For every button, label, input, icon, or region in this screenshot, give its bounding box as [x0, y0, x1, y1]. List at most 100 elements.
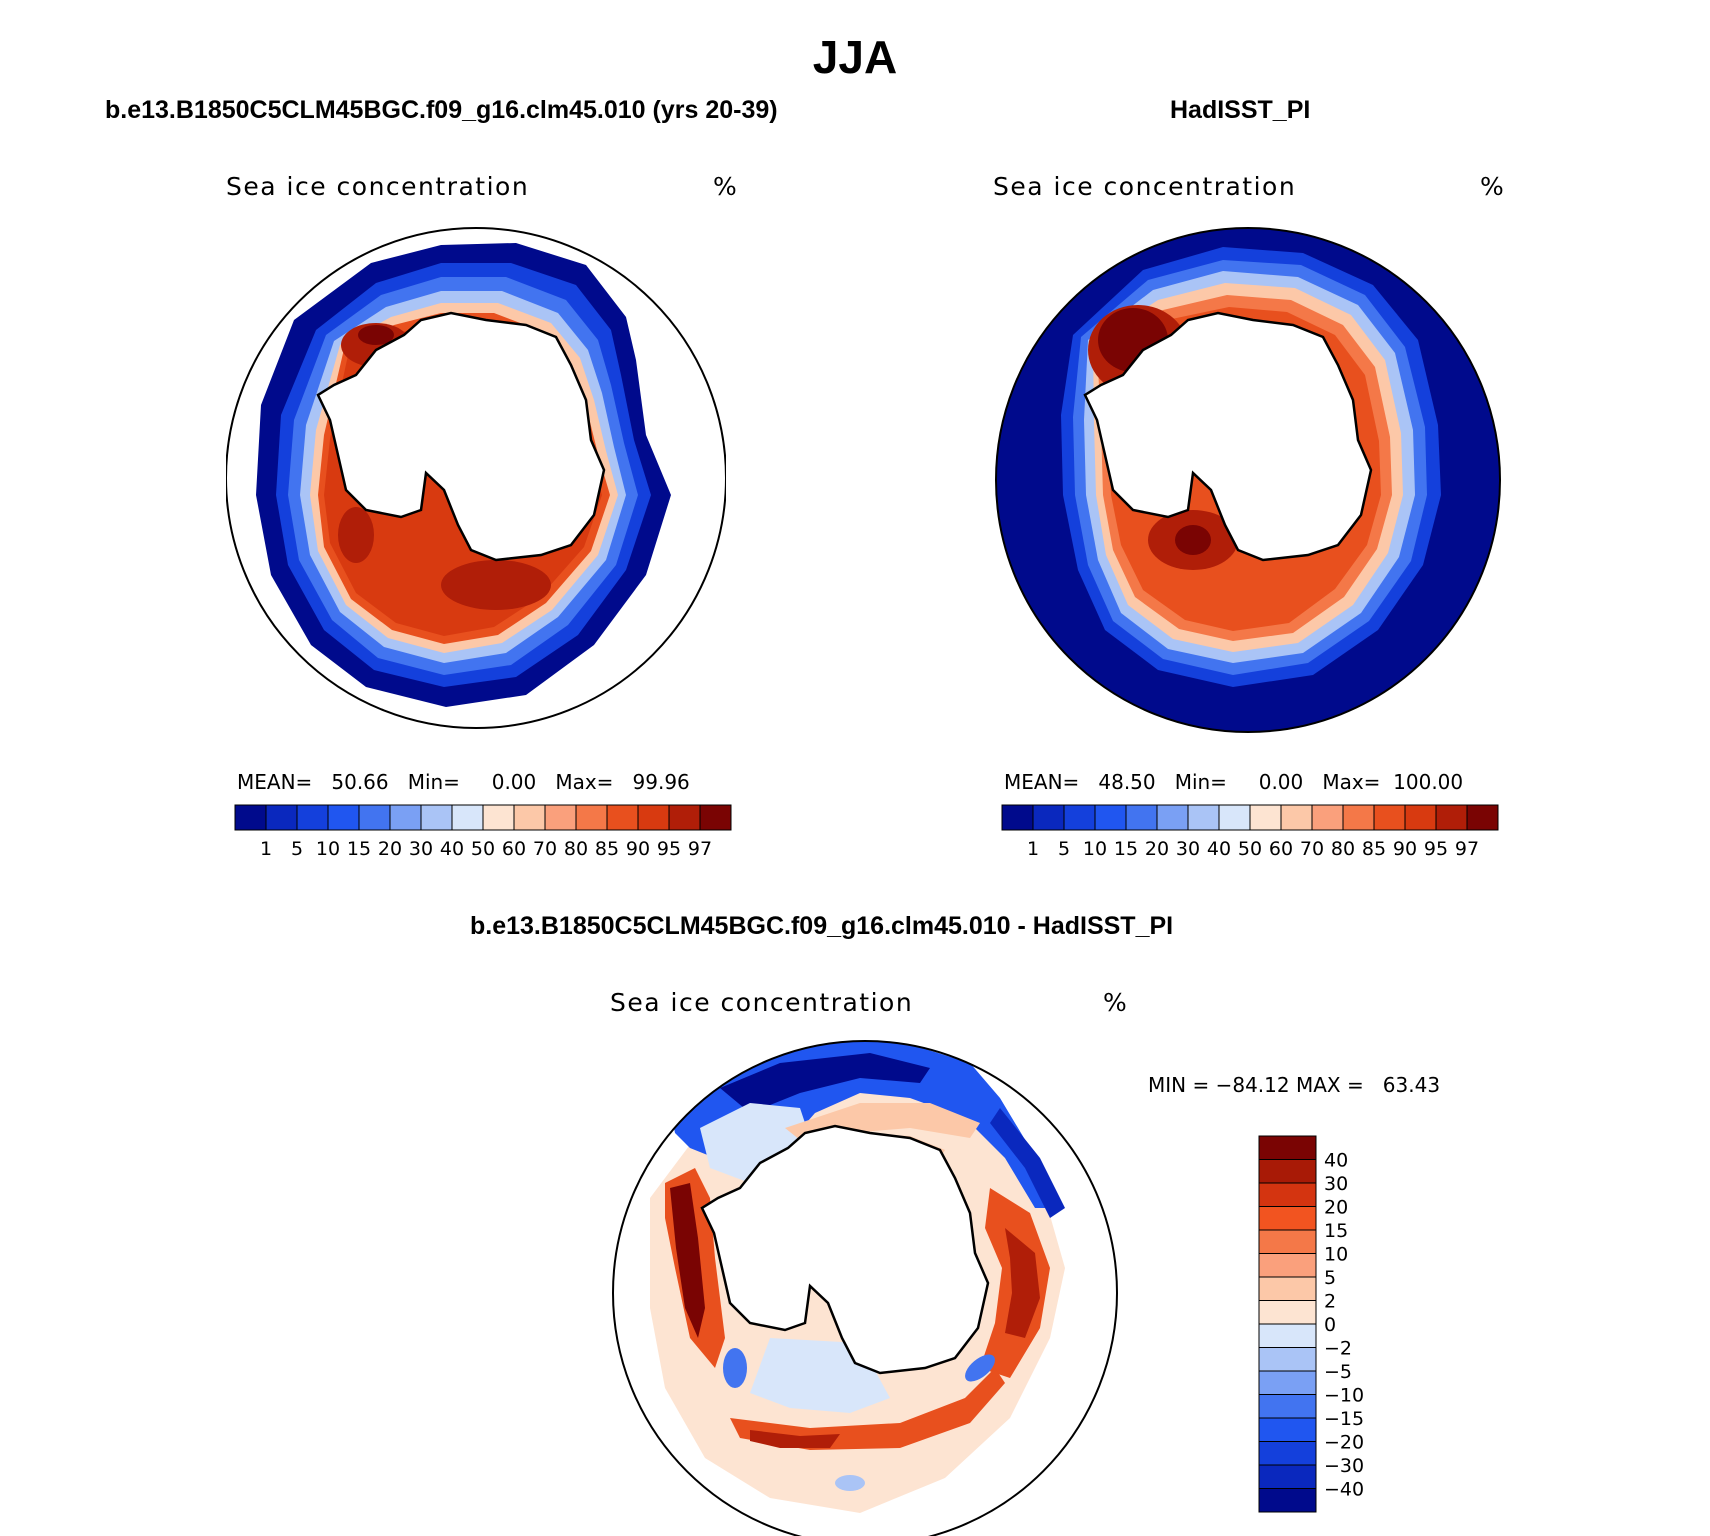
diff-units-label: %: [1103, 988, 1129, 1017]
diff-colorbar-box: [1258, 1488, 1317, 1513]
obs-colorbar-label: 80: [1331, 838, 1355, 860]
diff-colorbar-label: −10: [1324, 1385, 1364, 1407]
model-antarctica-outline: [316, 311, 606, 562]
diff-colorbar-box: [1258, 1159, 1317, 1184]
model-colorbar-box: [668, 804, 701, 831]
obs-panel-title: HadISST_PI: [1170, 96, 1311, 124]
obs-units-label: %: [1480, 172, 1506, 201]
diff-colorbar-label: 5: [1324, 1267, 1336, 1289]
obs-colorbar-box: [1466, 804, 1499, 831]
diff-colorbar-box: [1258, 1441, 1317, 1466]
model-colorbar-label: 85: [595, 838, 619, 860]
model-panel-title: b.e13.B1850C5CLM45BGC.f09_g16.clm45.010 …: [105, 96, 778, 124]
model-colorbar-label: 97: [688, 838, 712, 860]
model-polar-map: [226, 227, 726, 729]
diff-variable-label: Sea ice concentration: [610, 988, 914, 1017]
model-colorbar-label: 40: [440, 838, 464, 860]
model-colorbar: 1 5 10 15 20 30 40 50 60 70 80 85 90 95 97: [234, 804, 732, 860]
model-stats: MEAN= 50.66 Min= 0.00 Max= 99.96: [237, 770, 690, 794]
diff-colorbar-label: 30: [1324, 1173, 1348, 1195]
obs-colorbar-label: 60: [1269, 838, 1293, 860]
diff-colorbar-label: −20: [1324, 1432, 1364, 1454]
obs-colorbar-label: 5: [1058, 838, 1070, 860]
obs-colorbar-box: [1187, 804, 1220, 831]
model-colorbar-box: [513, 804, 546, 831]
model-colorbar-label: 15: [347, 838, 371, 860]
obs-antarctica-outline: [1083, 311, 1373, 562]
diff-colorbar-box: [1258, 1206, 1317, 1231]
obs-colorbar-label: 30: [1176, 838, 1200, 860]
diff-colorbar-label: 15: [1324, 1220, 1348, 1242]
obs-colorbar-label: 1: [1027, 838, 1039, 860]
diff-colorbar-box: [1258, 1276, 1317, 1301]
obs-map-boundary: [995, 227, 1501, 733]
model-colorbar-label: 10: [316, 838, 340, 860]
obs-colorbar-box: [1280, 804, 1313, 831]
diff-colorbar-box: [1258, 1182, 1317, 1207]
model-map-boundary: [226, 227, 726, 729]
obs-colorbar-label: 40: [1207, 838, 1231, 860]
obs-colorbar-box: [1249, 804, 1282, 831]
obs-colorbar-label: 97: [1455, 838, 1479, 860]
diff-colorbar-label: 0: [1324, 1314, 1336, 1336]
diff-colorbar-label: 10: [1324, 1244, 1348, 1266]
diff-colorbar-box: [1258, 1253, 1317, 1278]
model-colorbar-box: [296, 804, 329, 831]
model-colorbar-label: 60: [502, 838, 526, 860]
model-colorbar-box: [420, 804, 453, 831]
model-colorbar-label: 1: [260, 838, 272, 860]
obs-colorbar-label: 10: [1083, 838, 1107, 860]
model-colorbar-box: [327, 804, 360, 831]
obs-colorbar-box: [1063, 804, 1096, 831]
obs-colorbar-box: [1001, 804, 1034, 831]
figure-title: JJA: [812, 31, 898, 83]
obs-colorbar-label: 90: [1393, 838, 1417, 860]
model-colorbar-box: [637, 804, 670, 831]
diff-colorbar-box: [1258, 1370, 1317, 1395]
diff-antarctica-outline: [700, 1124, 990, 1375]
obs-colorbar: 1 5 10 15 20 30 40 50 60 70 80 85 90 95 97: [1001, 804, 1499, 860]
obs-colorbar-box: [1435, 804, 1468, 831]
model-colorbar-box: [389, 804, 422, 831]
diff-colorbar-box: [1258, 1323, 1317, 1348]
model-colorbar-label: 95: [657, 838, 681, 860]
model-colorbar-label: 30: [409, 838, 433, 860]
model-colorbar-box: [544, 804, 577, 831]
model-colorbar-box: [451, 804, 484, 831]
diff-colorbar-box: [1258, 1464, 1317, 1489]
diff-colorbar-label: −30: [1324, 1455, 1364, 1477]
model-colorbar-box: [265, 804, 298, 831]
obs-colorbar-label: 95: [1424, 838, 1448, 860]
obs-colorbar-box: [1373, 804, 1406, 831]
obs-colorbar-box: [1032, 804, 1065, 831]
diff-colorbar-label: −40: [1324, 1479, 1364, 1501]
diff-polar-map: [612, 1040, 1118, 1536]
obs-colorbar-label: 15: [1114, 838, 1138, 860]
obs-colorbar-label: 70: [1300, 838, 1324, 860]
obs-colorbar-label: 85: [1362, 838, 1386, 860]
diff-colorbar-label: −5: [1324, 1361, 1352, 1383]
model-colorbar-box: [606, 804, 639, 831]
obs-colorbar-label: 50: [1238, 838, 1262, 860]
model-colorbar-box: [575, 804, 608, 831]
diff-colorbar-box: [1258, 1417, 1317, 1442]
model-colorbar-label: 80: [564, 838, 588, 860]
model-colorbar-box: [234, 804, 267, 831]
obs-colorbar-box: [1125, 804, 1158, 831]
diff-panel-title: b.e13.B1850C5CLM45BGC.f09_g16.clm45.010 …: [470, 912, 1174, 940]
diff-colorbar-label: 2: [1324, 1291, 1336, 1313]
model-colorbar-box: [358, 804, 391, 831]
model-colorbar-box: [482, 804, 515, 831]
obs-colorbar-box: [1342, 804, 1375, 831]
obs-variable-label: Sea ice concentration: [993, 172, 1297, 201]
model-variable-label: Sea ice concentration: [226, 172, 530, 201]
model-colorbar-label: 5: [291, 838, 303, 860]
diff-colorbar-box: [1258, 1300, 1317, 1325]
diff-stats: MIN = −84.12 MAX = 63.43: [1148, 1073, 1441, 1097]
diff-colorbar-box: [1258, 1229, 1317, 1254]
model-units-label: %: [713, 172, 739, 201]
diff-colorbar-label: −15: [1324, 1408, 1364, 1430]
diff-colorbar-label: 40: [1324, 1150, 1348, 1172]
diff-colorbar-box: [1258, 1135, 1317, 1160]
